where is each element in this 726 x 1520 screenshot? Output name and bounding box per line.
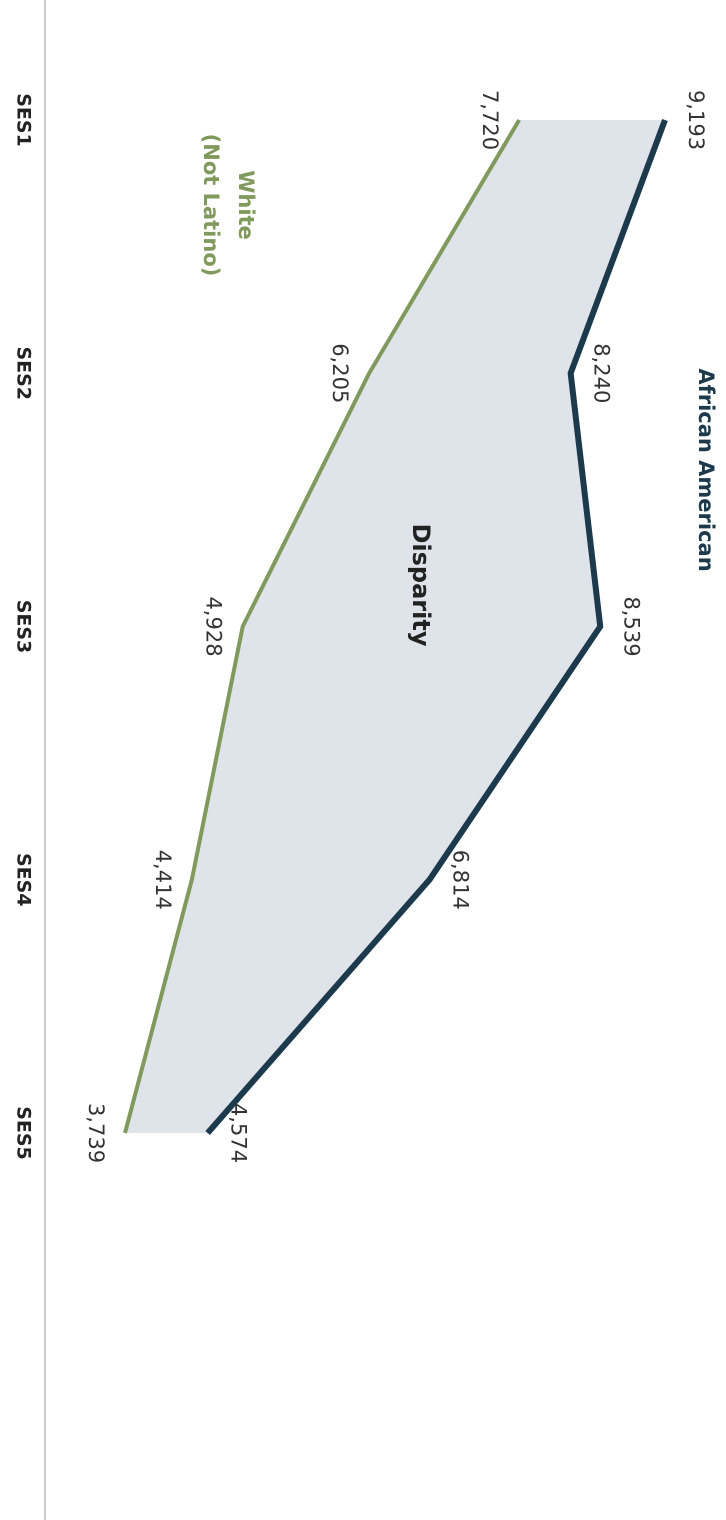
x-tick-label: SES1 bbox=[13, 93, 35, 147]
value-label: 8,539 bbox=[619, 596, 643, 656]
value-label: 4,574 bbox=[227, 1103, 251, 1163]
series-label: African American bbox=[694, 368, 718, 571]
annotation: Disparity bbox=[407, 524, 435, 647]
value-label: 4,414 bbox=[151, 850, 175, 910]
series-line bbox=[205, 118, 668, 1135]
value-label: 4,928 bbox=[202, 596, 226, 656]
rotated-plot: Disparity SES1 SES2 SES3 SES4 SES5 9,193 8,240… bbox=[13, 0, 718, 1520]
x-tick-label: SES4 bbox=[13, 853, 35, 907]
x-tick-label: SES2 bbox=[13, 346, 35, 400]
value-label: 6,814 bbox=[448, 850, 472, 910]
series-label-line: White bbox=[234, 170, 258, 240]
value-label: 3,739 bbox=[84, 1103, 108, 1163]
series-label-line: (Not Latino) bbox=[199, 134, 223, 277]
value-label: 8,240 bbox=[590, 343, 614, 403]
value-label: 7,720 bbox=[478, 90, 502, 150]
value-label: 9,193 bbox=[684, 90, 708, 150]
series-label: White (Not Latino) bbox=[199, 134, 258, 277]
x-tick-label: SES5 bbox=[13, 1106, 35, 1160]
x-tick-label: SES3 bbox=[13, 600, 35, 654]
disparity-area bbox=[125, 120, 665, 1133]
value-label: 6,205 bbox=[328, 343, 352, 403]
series-line bbox=[123, 118, 521, 1134]
